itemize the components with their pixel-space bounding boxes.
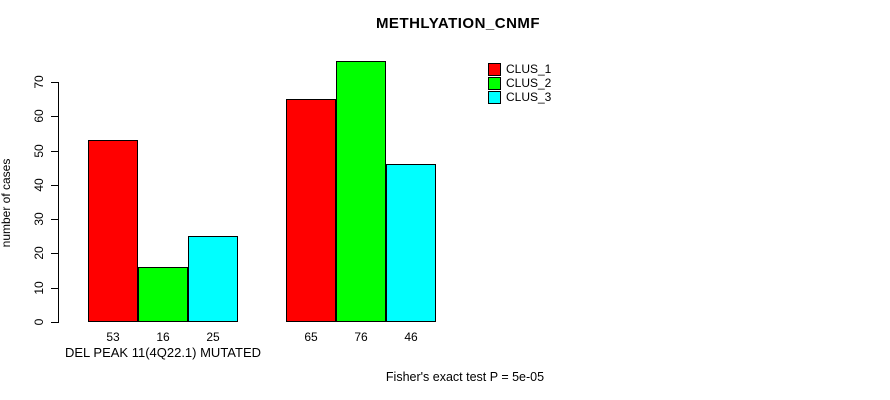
y-axis-tick xyxy=(51,82,58,83)
y-axis-tick xyxy=(51,287,58,289)
chart-title: METHLYATION_CNMF xyxy=(375,15,541,32)
y-axis-tick xyxy=(51,322,58,323)
y-axis-tick-label: 20 xyxy=(32,246,46,261)
bar-clus_1-group2 xyxy=(286,99,336,322)
y-axis-tick xyxy=(51,219,58,221)
legend-item-clus_1: CLUS_1 xyxy=(488,62,551,76)
y-axis-tick xyxy=(51,253,58,255)
y-axis-tick-label: 70 xyxy=(32,75,46,89)
y-axis-tick xyxy=(51,184,58,186)
category-label-group1: DEL PEAK 11(4Q22.1) MUTATED xyxy=(64,345,262,360)
y-axis-tick xyxy=(51,150,58,152)
legend: CLUS_1 CLUS_2 CLUS_3 xyxy=(488,62,551,104)
fisher-test-annotation: Fisher's exact test P = 5e-05 xyxy=(385,370,545,384)
y-axis-tick-label: 10 xyxy=(32,281,46,295)
legend-swatch-icon xyxy=(488,62,501,76)
bar-clus_3-group2 xyxy=(386,164,436,322)
bar-value-label: 76 xyxy=(354,330,368,344)
bar-value-label: 16 xyxy=(156,330,170,344)
bar-clus_3-group1 xyxy=(188,236,238,322)
y-axis-tick-label: 50 xyxy=(32,143,46,158)
bar-value-label: 53 xyxy=(106,330,120,344)
legend-swatch-icon xyxy=(488,90,501,104)
y-axis-tick-label: 40 xyxy=(32,178,46,192)
y-axis-tick-label: 30 xyxy=(32,212,46,226)
legend-label: CLUS_2 xyxy=(506,76,552,90)
y-axis-label: number of cases xyxy=(0,158,13,248)
legend-label: CLUS_1 xyxy=(506,62,552,76)
y-axis-tick-label: 0 xyxy=(32,318,46,326)
legend-swatch-icon xyxy=(488,76,501,90)
y-axis-tick xyxy=(51,116,58,118)
y-axis-tick-label: 60 xyxy=(32,109,46,123)
bar-clus_1-group1 xyxy=(88,140,138,322)
bar-value-label: 65 xyxy=(304,330,318,344)
bar-clus_2-group2 xyxy=(336,61,386,322)
bar-value-label: 25 xyxy=(206,330,220,344)
bar-value-label: 46 xyxy=(404,330,418,344)
y-axis-line xyxy=(58,82,59,323)
legend-label: CLUS_3 xyxy=(506,90,552,104)
bar-clus_2-group1 xyxy=(138,267,188,322)
legend-item-clus_3: CLUS_3 xyxy=(488,90,551,104)
legend-item-clus_2: CLUS_2 xyxy=(488,76,551,90)
